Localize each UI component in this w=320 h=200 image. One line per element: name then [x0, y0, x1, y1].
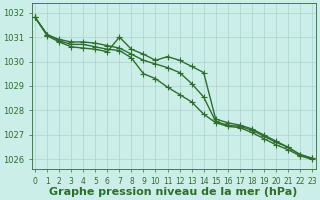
- X-axis label: Graphe pression niveau de la mer (hPa): Graphe pression niveau de la mer (hPa): [49, 187, 298, 197]
